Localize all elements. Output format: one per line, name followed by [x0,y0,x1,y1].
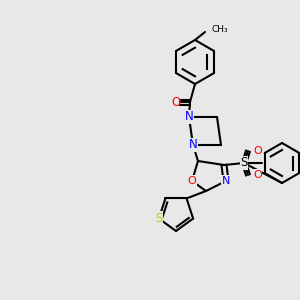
Text: N: N [184,110,194,124]
Text: O: O [253,146,262,156]
Text: O: O [253,170,262,180]
Text: S: S [155,212,163,225]
Text: CH₃: CH₃ [211,26,228,34]
Text: O: O [188,176,196,186]
Text: S: S [240,157,248,169]
Text: N: N [222,176,230,186]
Text: N: N [189,139,197,152]
Text: O: O [171,95,181,109]
